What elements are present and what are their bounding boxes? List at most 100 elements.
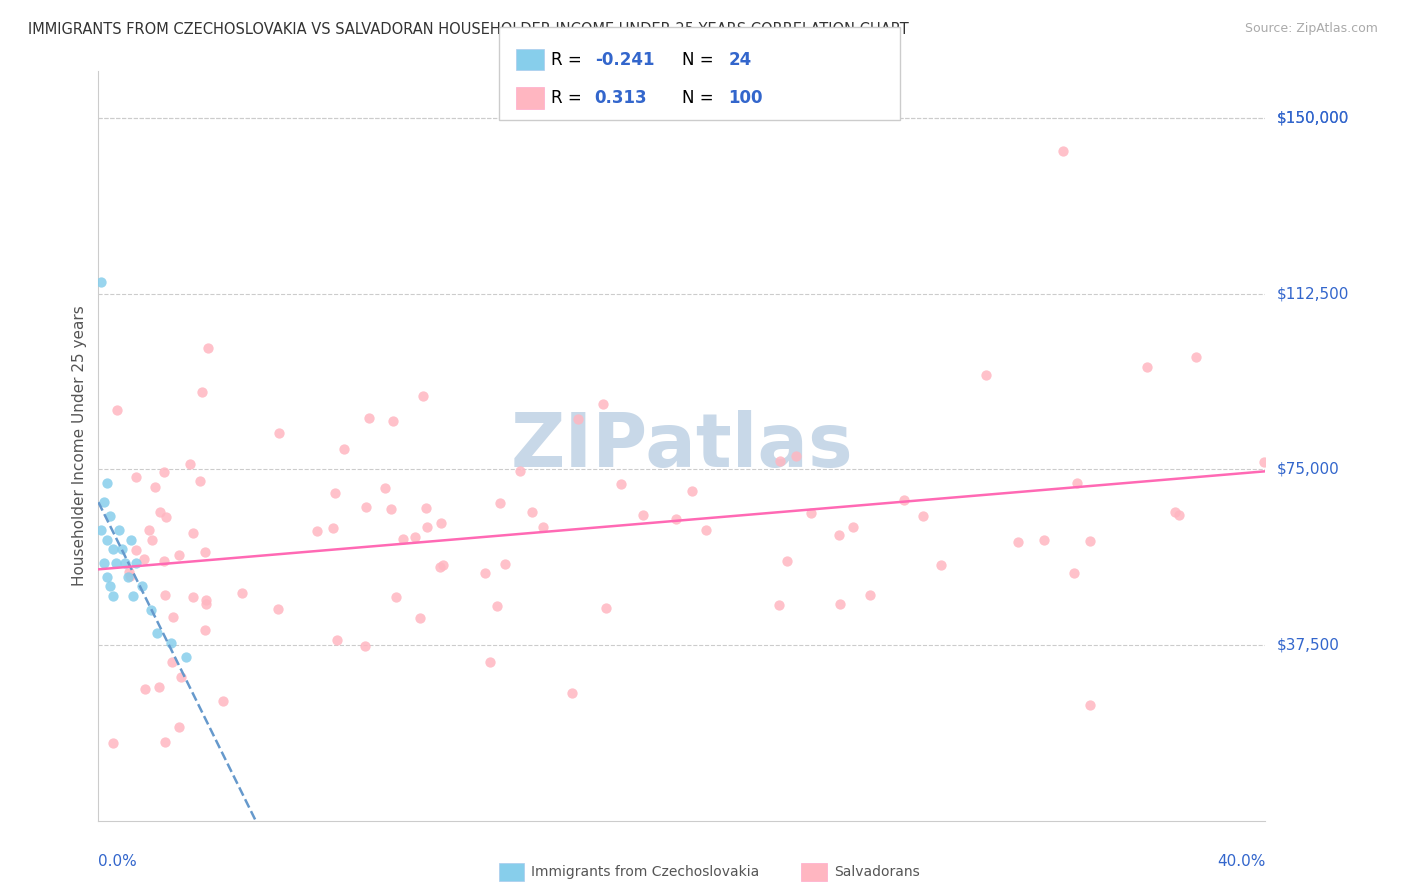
- Text: N =: N =: [682, 89, 718, 107]
- Point: [195, 592, 218, 607]
- Point: [695, 523, 717, 537]
- Point: [595, 601, 617, 615]
- Point: [828, 528, 851, 542]
- Point: [98, 509, 121, 524]
- Point: [101, 542, 124, 557]
- Point: [98, 580, 121, 594]
- Point: [1066, 475, 1088, 490]
- Point: [194, 545, 217, 559]
- Point: [111, 542, 134, 557]
- Point: [415, 520, 437, 534]
- Point: [494, 557, 516, 571]
- Point: [267, 602, 290, 616]
- Point: [134, 552, 156, 566]
- Point: [1063, 566, 1085, 581]
- Point: [93, 556, 115, 570]
- Text: -0.241: -0.241: [595, 51, 654, 69]
- Point: [592, 397, 614, 411]
- Point: [392, 533, 415, 547]
- Text: R =: R =: [551, 51, 588, 69]
- Text: $75,000: $75,000: [1277, 462, 1340, 477]
- Y-axis label: Householder Income Under 25 years: Householder Income Under 25 years: [72, 306, 87, 586]
- Point: [153, 735, 176, 749]
- Point: [160, 635, 183, 649]
- Point: [322, 521, 344, 535]
- Point: [681, 483, 703, 498]
- Point: [520, 505, 543, 519]
- Point: [96, 570, 118, 584]
- Point: [120, 533, 142, 547]
- Point: [841, 520, 863, 534]
- Point: [357, 410, 380, 425]
- Point: [432, 558, 454, 572]
- Point: [194, 597, 217, 611]
- Point: [1136, 359, 1159, 374]
- Point: [1007, 535, 1029, 549]
- Point: [153, 554, 176, 568]
- Point: [775, 554, 797, 568]
- Point: [412, 389, 434, 403]
- Text: $150,000: $150,000: [1277, 111, 1350, 126]
- Point: [382, 414, 405, 428]
- Point: [474, 566, 496, 580]
- Point: [486, 599, 509, 613]
- Point: [212, 694, 235, 708]
- Point: [153, 588, 176, 602]
- Point: [191, 385, 214, 400]
- Point: [830, 597, 852, 611]
- Point: [146, 626, 169, 640]
- Point: [179, 458, 201, 472]
- Point: [118, 569, 141, 583]
- Point: [307, 524, 329, 538]
- Point: [194, 623, 217, 637]
- Point: [799, 506, 821, 520]
- Point: [1032, 533, 1054, 547]
- Point: [769, 454, 792, 468]
- Text: R =: R =: [551, 89, 588, 107]
- Point: [785, 449, 807, 463]
- Point: [117, 570, 139, 584]
- Point: [139, 603, 162, 617]
- Text: 100: 100: [728, 89, 763, 107]
- Point: [160, 655, 183, 669]
- Point: [138, 524, 160, 538]
- Point: [893, 492, 915, 507]
- Point: [141, 533, 163, 548]
- Point: [488, 496, 510, 510]
- Point: [354, 640, 377, 654]
- Text: 0.0%: 0.0%: [98, 855, 138, 870]
- Text: N =: N =: [682, 51, 718, 69]
- Text: Immigrants from Czechoslovakia: Immigrants from Czechoslovakia: [531, 865, 759, 880]
- Point: [96, 533, 118, 547]
- Point: [125, 470, 148, 484]
- Point: [231, 585, 253, 599]
- Point: [415, 501, 437, 516]
- Point: [269, 426, 291, 441]
- Point: [567, 411, 589, 425]
- Text: 40.0%: 40.0%: [1218, 855, 1265, 870]
- Point: [181, 525, 204, 540]
- Text: Salvadorans: Salvadorans: [834, 865, 920, 880]
- Point: [374, 481, 396, 495]
- Point: [326, 633, 349, 648]
- Point: [1185, 350, 1208, 364]
- Point: [114, 556, 136, 570]
- Point: [859, 588, 882, 602]
- Point: [125, 543, 148, 558]
- Point: [155, 510, 177, 524]
- Point: [170, 670, 193, 684]
- Point: [167, 720, 190, 734]
- Point: [1164, 505, 1187, 519]
- Point: [354, 500, 377, 514]
- Point: [148, 680, 170, 694]
- Text: 0.313: 0.313: [595, 89, 647, 107]
- Point: [479, 655, 502, 669]
- Point: [768, 599, 790, 613]
- Point: [380, 502, 402, 516]
- Point: [125, 556, 148, 570]
- Point: [197, 342, 219, 356]
- Point: [143, 480, 166, 494]
- Text: $37,500: $37,500: [1277, 638, 1340, 653]
- Point: [108, 523, 131, 537]
- Point: [118, 565, 141, 579]
